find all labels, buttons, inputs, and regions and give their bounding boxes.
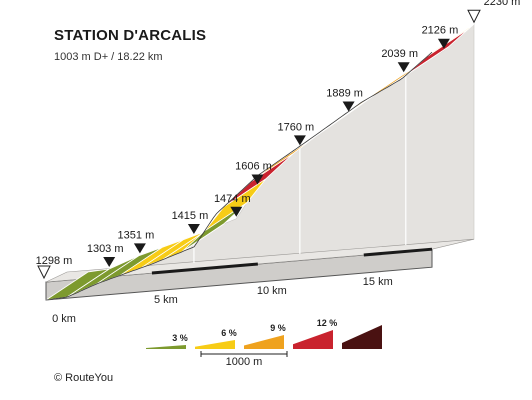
distance-tick-label: 5 km	[154, 294, 178, 306]
elevation-label: 2039 m	[381, 48, 418, 60]
copyright-notice: © RouteYou	[54, 372, 114, 384]
legend-label: 3 %	[172, 333, 188, 343]
elevation-marker-icon	[397, 62, 410, 73]
elevation-label: 1298 m	[36, 255, 73, 267]
legend-swatch	[195, 340, 235, 349]
legend-swatch	[146, 345, 186, 349]
elevation-marker-icon	[230, 206, 243, 217]
legend-swatch	[342, 325, 382, 349]
profile-base-top	[45, 238, 475, 283]
elevation-label: 1760 m	[278, 121, 315, 133]
distance-tick-label: 0 km	[52, 313, 76, 325]
legend-swatch	[293, 330, 333, 349]
start-marker-icon	[37, 265, 51, 280]
distance-tick-label: 10 km	[257, 285, 287, 297]
elevation-marker-icon	[103, 257, 116, 267]
elevation-label: 1415 m	[172, 210, 209, 222]
elevation-label: 2230 m	[484, 0, 521, 8]
legend-swatch	[244, 335, 284, 349]
elevation-marker-icon	[187, 224, 200, 234]
elevation-label: 1351 m	[118, 229, 155, 241]
distance-tick-label: 15 km	[363, 276, 393, 288]
profile-front-edge	[45, 51, 433, 301]
elevation-label: 1606 m	[235, 161, 272, 173]
elevation-marker-icon	[133, 243, 146, 254]
legend-scale-label: 1000 m	[226, 356, 263, 368]
elevation-marker-icon	[293, 135, 306, 146]
elevation-label: 1303 m	[87, 243, 124, 255]
elevation-label: 2126 m	[422, 25, 459, 37]
legend-label: 9 %	[270, 323, 286, 333]
elevation-marker-icon	[251, 174, 264, 185]
chart-title: STATION D'ARCALIS	[54, 27, 207, 44]
finish-marker-icon	[467, 9, 481, 24]
distance-scale-bar	[151, 262, 258, 275]
legend-label: 12 %	[317, 318, 338, 328]
elevation-label: 1474 m	[214, 193, 251, 205]
legend-label: 6 %	[221, 328, 237, 338]
distance-scale-bar	[363, 247, 433, 257]
elevation-marker-icon	[437, 38, 450, 49]
elevation-marker-icon	[342, 101, 355, 112]
chart-subtitle: 1003 m D+ / 18.22 km	[54, 51, 163, 63]
elevation-label: 1889 m	[326, 88, 363, 100]
